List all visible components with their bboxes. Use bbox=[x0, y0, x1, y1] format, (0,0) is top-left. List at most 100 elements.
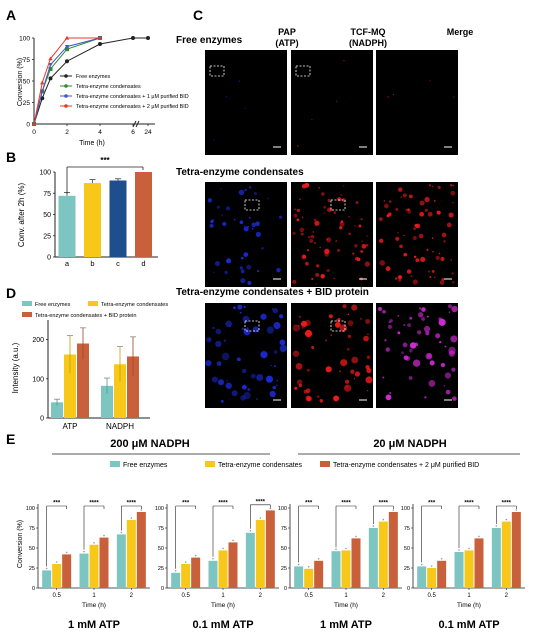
microscopy-spot bbox=[429, 360, 435, 366]
chart-e-y-tick-label: 75 bbox=[404, 526, 410, 532]
microscopy-spot bbox=[440, 362, 446, 368]
panel-c-row-label-2: Tetra-enzyme condensates bbox=[176, 167, 304, 178]
chart-e-bar bbox=[52, 564, 62, 588]
chart-a-point bbox=[97, 35, 103, 40]
chart-e-legend-label: Free enzymes bbox=[123, 462, 168, 469]
microscopy-spot bbox=[212, 326, 215, 330]
microscopy-spot bbox=[220, 400, 224, 403]
microscopy-tile bbox=[291, 50, 373, 155]
microscopy-spot bbox=[403, 323, 406, 326]
chart-e-point bbox=[249, 530, 252, 532]
chart-e-point bbox=[232, 539, 234, 542]
microscopy-spot bbox=[449, 183, 453, 187]
microscopy-spot bbox=[425, 331, 430, 336]
chart-d-legend-swatch bbox=[22, 312, 32, 317]
microscopy-spot bbox=[401, 351, 404, 355]
microscopy-spot bbox=[364, 261, 371, 267]
microscopy-spot bbox=[252, 326, 259, 333]
chart-e-bar bbox=[378, 521, 388, 588]
chart-a-series-line bbox=[33, 37, 148, 125]
microscopy-spot bbox=[240, 269, 245, 274]
chart-b-y-tick-label: 0 bbox=[47, 255, 51, 262]
chart-d-x-tick-label: ATP bbox=[63, 422, 78, 431]
chart-e-subplot-label: 1 mM ATP bbox=[68, 619, 120, 631]
microscopy-spot bbox=[406, 269, 412, 274]
chart-e-point bbox=[297, 563, 300, 566]
microscopy-spot bbox=[415, 258, 420, 262]
chart-e-y-tick-label: 50 bbox=[29, 546, 35, 552]
microscopy-spot bbox=[279, 344, 288, 352]
microscopy-spot bbox=[452, 281, 455, 284]
chart-e-y-tick-label: 75 bbox=[281, 526, 287, 532]
microscopy-spot bbox=[419, 200, 425, 206]
microscopy-spot bbox=[441, 277, 445, 281]
chart-d-intensity: Intensity (a.u.) 0 100 200 ATP NADPH Free e… bbox=[11, 301, 168, 431]
microscopy-spot bbox=[379, 217, 383, 221]
microscopy-spot bbox=[301, 326, 304, 329]
microscopy-spot bbox=[412, 359, 421, 367]
microscopy-spot bbox=[443, 240, 446, 243]
microscopy-tile bbox=[376, 50, 458, 155]
chart-e-significance: *** bbox=[182, 501, 190, 507]
microscopy-spot bbox=[240, 278, 246, 284]
chart-e-bar bbox=[437, 560, 447, 588]
chart-d-bar bbox=[127, 356, 139, 418]
microscopy-spot bbox=[365, 376, 373, 384]
microscopy-spot bbox=[387, 212, 392, 217]
chart-e-bar bbox=[208, 560, 218, 588]
microscopy-spot bbox=[224, 270, 228, 275]
microscopy-spot bbox=[292, 350, 300, 357]
microscopy-spot bbox=[301, 216, 304, 219]
panel-label-b: B bbox=[6, 149, 16, 165]
microscopy-spot bbox=[435, 333, 441, 339]
microscopy-spot bbox=[407, 323, 412, 328]
microscopy-spot bbox=[403, 252, 408, 257]
microscopy-spot bbox=[237, 304, 243, 310]
chart-d-bar bbox=[114, 364, 126, 418]
chart-e-bar bbox=[501, 521, 511, 588]
microscopy-spot bbox=[299, 227, 305, 233]
microscopy-spot bbox=[385, 266, 391, 272]
chart-a-point bbox=[31, 121, 37, 126]
chart-d-legend-label: Tetra-enzyme condensates bbox=[101, 302, 168, 308]
microscopy-spot bbox=[295, 362, 303, 370]
microscopy-spot bbox=[439, 280, 445, 285]
microscopy-spot bbox=[205, 360, 212, 367]
microscopy-spot bbox=[419, 307, 422, 310]
microscopy-spot bbox=[397, 232, 399, 234]
chart-e-point bbox=[392, 509, 395, 511]
chart-b-x-tick-label: b bbox=[90, 259, 94, 268]
microscopy-spot bbox=[309, 239, 314, 243]
panel-c-col-header-2-sub: (NADPH) bbox=[349, 38, 387, 48]
chart-e-x-label: Time (h) bbox=[82, 602, 106, 609]
chart-e-bar bbox=[265, 510, 275, 588]
microscopy-spot bbox=[321, 192, 325, 196]
chart-e-x-tick-label: 0.5 bbox=[52, 593, 61, 599]
chart-e-bar bbox=[171, 572, 181, 588]
chart-e-y-tick-label: 25 bbox=[404, 566, 410, 572]
microscopy-spot bbox=[238, 80, 240, 82]
microscopy-spot bbox=[439, 340, 442, 344]
microscopy-spot bbox=[211, 376, 218, 383]
chart-e-bar bbox=[99, 537, 109, 588]
microscopy-spot bbox=[246, 327, 249, 330]
microscopy-spot bbox=[296, 208, 301, 213]
microscopy-spot bbox=[382, 376, 385, 379]
chart-e-point bbox=[222, 547, 224, 550]
microscopy-spot bbox=[243, 328, 251, 336]
chart-d-legend-swatch bbox=[22, 301, 32, 306]
microscopy-spot bbox=[260, 313, 267, 320]
microscopy-spot bbox=[292, 231, 296, 235]
microscopy-spot bbox=[348, 232, 351, 235]
microscopy-spot bbox=[333, 277, 335, 280]
chart-e-x-tick-label: 1 bbox=[221, 593, 225, 599]
panel-label-c: C bbox=[193, 7, 203, 23]
chart-a-point bbox=[48, 76, 53, 81]
chart-e-y-tick-label: 25 bbox=[29, 566, 35, 572]
chart-e-point bbox=[120, 531, 123, 534]
microscopy-spot bbox=[418, 233, 424, 239]
chart-a-y-tick-label: 25 bbox=[23, 100, 31, 107]
microscopy-spot bbox=[423, 325, 431, 333]
microscopy-spot bbox=[426, 248, 429, 251]
microscopy-spot bbox=[337, 197, 342, 202]
